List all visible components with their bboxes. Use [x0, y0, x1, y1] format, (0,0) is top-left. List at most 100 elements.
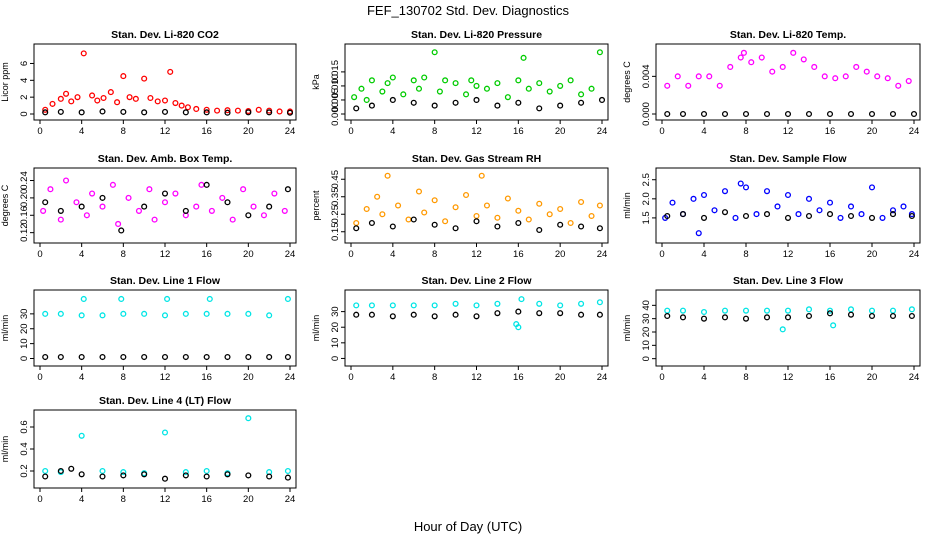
data-point — [161, 108, 169, 115]
x-tick-label: 4 — [390, 249, 395, 260]
data-point — [774, 203, 781, 210]
data-point — [250, 203, 257, 210]
data-point — [147, 94, 154, 102]
data-point — [884, 75, 891, 82]
x-tick-label: 0 — [659, 249, 664, 260]
x-tick-label: 20 — [867, 249, 878, 260]
data-point — [805, 306, 813, 313]
x-tick-label: 16 — [201, 372, 212, 383]
data-point — [353, 225, 360, 232]
data-point — [68, 465, 75, 472]
data-point — [779, 326, 786, 333]
panel-3: Stan. Dev. Amb. Box Temp. degrees C 0 4 8 12 1… — [0, 153, 297, 260]
data-point — [732, 214, 739, 221]
y-tick-label: 0.24 — [19, 171, 30, 190]
data-point — [473, 302, 480, 309]
data-point — [868, 110, 876, 118]
data-point — [260, 212, 268, 219]
y-tick-label: 30 — [641, 313, 652, 324]
data-point — [483, 85, 491, 92]
data-point — [763, 188, 771, 195]
data-point — [748, 59, 755, 66]
data-point — [379, 211, 386, 218]
panel-9: Stan. Dev. Line 4 (LT) Flow ml/min 0 4 8 12 16… — [0, 395, 297, 505]
data-point — [847, 306, 855, 313]
panel-8: Stan. Dev. Line 3 Flow ml/min 0 4 8 12 16 20 24 0… — [622, 275, 921, 383]
data-point — [255, 106, 262, 113]
x-tick-label: 16 — [513, 126, 524, 137]
data-point — [431, 221, 438, 228]
data-point — [674, 73, 681, 80]
panel-4: Stan. Dev. Gas Stream RH percent 0 4 8 12 16 20… — [311, 153, 609, 260]
y-axis-label: ml/min — [311, 315, 321, 342]
panel-title: Stan. Dev. Line 1 Flow — [110, 275, 221, 287]
data-point — [42, 473, 49, 480]
data-point — [536, 300, 543, 307]
data-point — [47, 186, 54, 193]
data-point — [847, 311, 855, 318]
data-point — [740, 49, 747, 56]
data-point — [889, 312, 897, 320]
data-point — [721, 307, 729, 314]
x-tick-label: 8 — [432, 372, 437, 383]
data-point — [410, 302, 417, 309]
data-point — [826, 199, 834, 206]
y-axis-label: degrees C — [622, 61, 632, 103]
data-point — [826, 307, 834, 314]
data-point — [753, 211, 760, 218]
series-1 — [353, 216, 603, 234]
data-point — [118, 295, 125, 303]
data-point — [515, 77, 522, 84]
data-point — [120, 469, 127, 476]
data-point — [74, 94, 81, 101]
x-tick-label: 4 — [79, 126, 84, 137]
x-tick-label: 24 — [909, 126, 920, 137]
data-point — [431, 102, 438, 109]
data-point — [389, 302, 396, 309]
data-point — [208, 207, 215, 214]
data-point — [716, 82, 723, 89]
data-point — [908, 212, 915, 220]
data-point — [120, 353, 127, 361]
data-point — [664, 312, 671, 320]
y-tick-label: 0.25 — [330, 205, 341, 224]
data-point — [868, 184, 876, 191]
data-point — [198, 181, 205, 188]
data-point — [557, 205, 564, 213]
data-point — [224, 471, 231, 478]
data-point — [363, 96, 370, 104]
y-tick-label: 2 — [19, 95, 30, 100]
data-point — [57, 95, 64, 102]
data-point — [868, 307, 876, 314]
x-tick-label: 0 — [348, 249, 353, 260]
data-point — [473, 82, 480, 89]
panel-2: Stan. Dev. Li-820 Temp. degrees C 0 4 8 12 16 2… — [622, 29, 921, 137]
data-point — [109, 181, 116, 188]
data-point — [546, 88, 553, 95]
data-point — [795, 211, 802, 218]
data-point — [468, 77, 475, 84]
data-point — [161, 199, 169, 206]
data-point — [536, 226, 543, 234]
data-point — [821, 73, 828, 80]
data-point — [368, 302, 375, 309]
x-tick-label: 12 — [160, 372, 171, 383]
x-tick-label: 24 — [285, 126, 296, 137]
data-point — [42, 310, 49, 317]
data-point — [68, 98, 75, 105]
data-point — [224, 353, 231, 361]
data-point — [721, 314, 729, 321]
data-point — [578, 91, 585, 98]
data-point — [120, 73, 127, 80]
data-point — [784, 110, 792, 118]
data-point — [281, 207, 288, 214]
data-point — [567, 77, 574, 84]
x-tick-label: 12 — [783, 249, 794, 260]
data-point — [700, 308, 708, 316]
data-point — [679, 314, 687, 321]
x-tick-label: 8 — [121, 249, 126, 260]
data-point — [879, 214, 886, 221]
data-point — [515, 308, 522, 315]
panel-5: Stan. Dev. Sample Flow ml/min 0 4 8 12 16 20 24 1… — [622, 153, 921, 260]
x-tick-label: 12 — [160, 249, 171, 260]
